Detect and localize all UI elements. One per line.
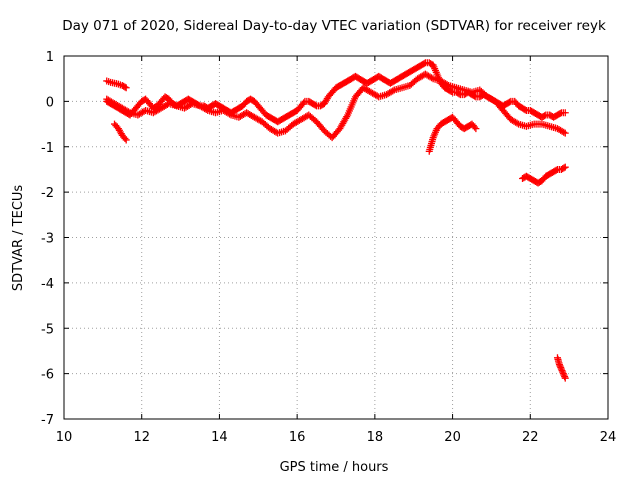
- data-point: [560, 128, 568, 136]
- y-tick-label: -7: [41, 413, 54, 428]
- x-tick-label: 10: [56, 430, 73, 445]
- data-point: [552, 166, 560, 174]
- y-tick-label: -4: [41, 277, 54, 292]
- data-point: [521, 106, 529, 114]
- x-tick-label: 14: [211, 430, 228, 445]
- data-point: [541, 112, 549, 120]
- y-tick-label: -1: [41, 141, 54, 156]
- data-point: [311, 101, 319, 109]
- data-point: [561, 374, 569, 382]
- data-point: [202, 106, 210, 114]
- data-point: [125, 108, 133, 116]
- x-tick-label: 20: [444, 430, 461, 445]
- y-tick-label: -2: [41, 186, 54, 201]
- x-tick-label: 16: [289, 430, 306, 445]
- data-points: [103, 59, 569, 382]
- data-point: [471, 123, 479, 131]
- data-point: [226, 110, 234, 118]
- chart-title: Day 071 of 2020, Sidereal Day-to-day VTE…: [62, 18, 606, 34]
- data-point: [420, 60, 428, 68]
- data-point: [122, 84, 130, 92]
- y-axis-label: SDTVAR / TECUs: [11, 185, 26, 292]
- x-axis-label: GPS time / hours: [280, 460, 389, 475]
- y-tick-label: -5: [41, 322, 54, 337]
- y-tick-label: -3: [41, 232, 54, 247]
- y-tick-label: -6: [41, 368, 54, 383]
- data-point: [556, 109, 564, 117]
- data-point: [561, 163, 569, 171]
- axes: 10 12 14 16 18 20 22 24 -7 -6 -5 -4 -3 -2 -1 0 1: [41, 50, 616, 445]
- data-point: [122, 136, 130, 144]
- grid: [64, 56, 608, 419]
- data-point: [506, 98, 514, 106]
- y-tick-label: 1: [46, 50, 54, 65]
- data-point: [472, 125, 480, 133]
- x-tick-label: 12: [133, 430, 150, 445]
- data-point: [443, 81, 451, 89]
- data-point: [389, 87, 397, 95]
- data-point: [513, 119, 521, 127]
- x-tick-label: 24: [600, 430, 617, 445]
- data-point: [300, 99, 308, 107]
- data-point: [121, 83, 129, 91]
- x-tick-label: 22: [522, 430, 539, 445]
- x-tick-label: 18: [367, 430, 384, 445]
- data-point: [121, 134, 129, 142]
- data-point: [428, 74, 436, 82]
- data-point: [561, 109, 569, 117]
- data-point: [561, 129, 569, 137]
- y-tick-label: 0: [46, 95, 54, 110]
- data-point: [560, 164, 568, 172]
